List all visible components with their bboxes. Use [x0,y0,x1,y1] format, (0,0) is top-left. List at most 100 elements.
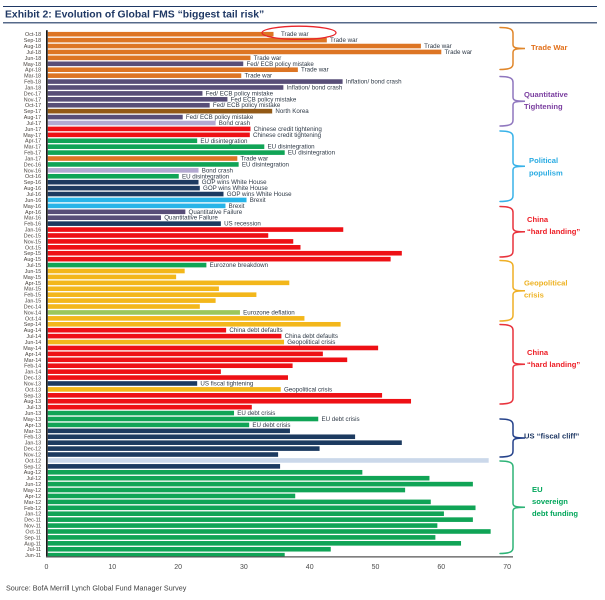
svg-text:Nov-14: Nov-14 [24,310,41,316]
svg-text:Jan-13: Jan-13 [25,441,41,447]
svg-text:Oct-15: Oct-15 [25,245,41,251]
svg-text:Apr-14: Apr-14 [25,352,41,358]
svg-text:Feb-13: Feb-13 [24,435,41,441]
svg-text:Quantitative Failure: Quantitative Failure [189,209,243,216]
svg-text:Apr-12: Apr-12 [25,494,41,500]
svg-text:Jun-16: Jun-16 [25,198,41,204]
svg-text:Aug-12: Aug-12 [24,470,41,476]
svg-text:Mar-14: Mar-14 [24,358,41,364]
svg-text:Feb-12: Feb-12 [24,506,41,512]
svg-text:Dec-14: Dec-14 [24,304,41,310]
svg-text:Jun-13: Jun-13 [25,411,41,417]
svg-text:Fed/ ECB policy mistake: Fed/ ECB policy mistake [246,61,314,68]
svg-text:Dec-15: Dec-15 [24,233,41,239]
svg-text:Mar-18: Mar-18 [24,74,41,80]
svg-text:Jan-14: Jan-14 [25,370,41,376]
svg-text:GOP wins White House: GOP wins White House [227,191,292,198]
svg-text:Fed ECB policy mistake: Fed ECB policy mistake [231,96,297,103]
svg-text:Jul-18: Jul-18 [27,50,42,56]
svg-text:Sep-14: Sep-14 [24,322,41,328]
svg-text:Dec-12: Dec-12 [24,447,41,453]
svg-text:70: 70 [503,564,511,571]
svg-text:Mar-12: Mar-12 [24,500,41,506]
svg-text:Jun-17: Jun-17 [25,127,41,133]
svg-text:Jun-15: Jun-15 [25,269,41,275]
svg-text:Jan-12: Jan-12 [25,512,41,518]
svg-text:China: China [527,348,549,357]
svg-text:Oct-13: Oct-13 [25,387,41,393]
svg-text:May-18: May-18 [23,62,41,68]
svg-text:sovereign: sovereign [532,497,568,506]
svg-text:Nov-16: Nov-16 [24,168,41,174]
svg-text:EU disintegration: EU disintegration [288,150,336,157]
svg-text:Nov-12: Nov-12 [24,452,41,458]
svg-text:Tightening: Tightening [524,102,563,111]
svg-text:Nov-11: Nov-11 [24,524,41,530]
svg-text:40: 40 [306,564,314,571]
svg-text:EU disintegration: EU disintegration [242,161,290,168]
svg-text:30: 30 [240,564,248,571]
svg-text:Feb-17: Feb-17 [24,151,41,157]
svg-text:Chinese credit tightening: Chinese credit tightening [254,126,323,133]
svg-text:Oct-12: Oct-12 [25,458,41,464]
svg-text:North Korea: North Korea [275,108,309,115]
svg-text:Oct-17: Oct-17 [25,103,41,109]
svg-text:Trade war: Trade war [241,156,269,163]
svg-text:Fed/ ECB policy mistake: Fed/ ECB policy mistake [186,114,254,121]
svg-text:May-13: May-13 [23,417,41,423]
svg-text:China debt defaults: China debt defaults [285,333,338,340]
svg-text:“hard landing”: “hard landing” [527,360,580,369]
svg-text:Mar-15: Mar-15 [24,287,41,293]
svg-text:Sep-13: Sep-13 [24,393,41,399]
svg-text:Mar-17: Mar-17 [24,145,41,151]
svg-text:Dec-17: Dec-17 [24,91,41,97]
svg-text:Aug-18: Aug-18 [24,44,41,50]
svg-text:Trade War: Trade War [531,43,567,52]
svg-text:Brexit: Brexit [250,197,266,204]
svg-text:Apr-15: Apr-15 [25,281,41,287]
svg-text:Bond crash: Bond crash [219,120,251,127]
svg-text:Nov-13: Nov-13 [24,381,41,387]
svg-text:Feb-15: Feb-15 [24,293,41,299]
svg-text:Apr-13: Apr-13 [25,423,41,429]
svg-text:May-16: May-16 [23,204,41,210]
svg-text:US “fiscal cliff”: US “fiscal cliff” [524,432,579,441]
svg-text:Oct-14: Oct-14 [25,316,41,322]
svg-text:Jun-18: Jun-18 [25,56,41,62]
svg-text:Mar-13: Mar-13 [24,429,41,435]
svg-text:Bond crash: Bond crash [202,167,234,174]
svg-text:Jul-11: Jul-11 [27,547,41,553]
svg-text:Brexit: Brexit [229,203,245,210]
svg-text:Geopolitical crisis: Geopolitical crisis [287,339,335,346]
svg-text:US fiscal tightening: US fiscal tightening [200,380,254,387]
svg-text:Political: Political [529,156,558,165]
svg-text:US recession: US recession [224,221,261,228]
svg-text:Feb-14: Feb-14 [24,364,41,370]
svg-text:GOP wins White House: GOP wins White House [203,185,268,192]
svg-text:May-15: May-15 [23,275,41,281]
svg-text:20: 20 [174,564,182,571]
svg-text:Jun-14: Jun-14 [25,340,41,346]
svg-text:Jan-15: Jan-15 [25,299,41,305]
svg-text:Exhibit 2: Evolution of Global: Exhibit 2: Evolution of Global FMS “bigg… [5,10,264,21]
svg-text:Apr-16: Apr-16 [25,210,41,216]
svg-text:Trade war: Trade war [445,49,473,56]
svg-text:populism: populism [529,169,563,178]
svg-text:10: 10 [108,564,116,571]
svg-text:Quantitative: Quantitative [524,90,568,99]
svg-text:China: China [527,215,549,224]
svg-text:Trade war: Trade war [301,67,329,74]
svg-text:50: 50 [372,564,380,571]
svg-text:Oct-16: Oct-16 [25,174,41,180]
svg-text:crisis: crisis [524,291,544,300]
svg-text:EU debt crisis: EU debt crisis [321,416,359,423]
svg-text:Aug-16: Aug-16 [24,186,41,192]
svg-text:China debt defaults: China debt defaults [229,327,282,334]
svg-text:Jul-14: Jul-14 [27,334,42,340]
svg-text:EU disintegration: EU disintegration [268,144,316,151]
svg-text:Sep-11: Sep-11 [24,535,41,541]
svg-text:EU: EU [532,485,543,494]
svg-text:Sep-12: Sep-12 [24,464,41,470]
svg-text:Aug-11: Aug-11 [24,541,41,547]
svg-text:Trade war: Trade war [254,55,282,62]
